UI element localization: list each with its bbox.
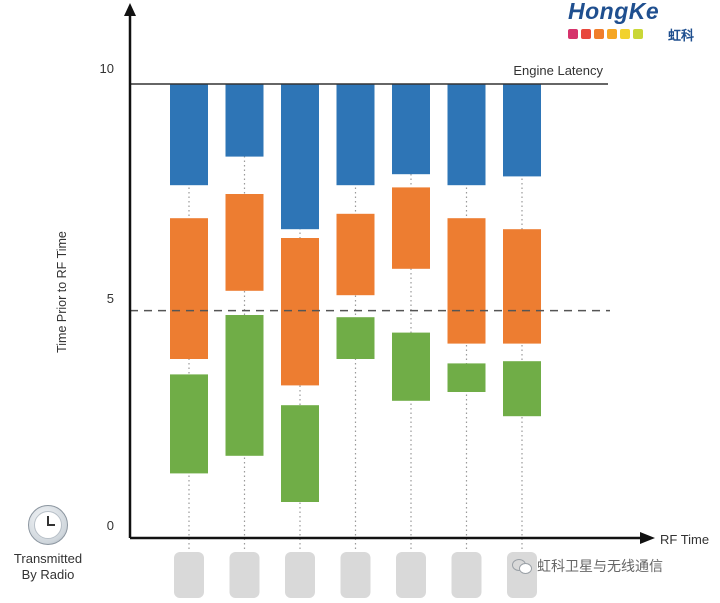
- footer-marker-2: [229, 552, 260, 598]
- x-axis-arrow-icon: [640, 532, 655, 544]
- wechat-icon: [512, 558, 532, 574]
- y-tick-label-0: 0: [107, 518, 114, 533]
- y-tick-label-5: 5: [107, 291, 114, 306]
- radio-label-line1: Transmitted: [13, 551, 83, 566]
- orange-bar-4: [336, 213, 375, 296]
- logo-squares: [568, 29, 643, 39]
- blue-bar-1: [170, 84, 208, 186]
- green-bar-7: [503, 361, 541, 417]
- green-bar-3: [281, 405, 319, 502]
- blue-bar-2: [225, 84, 264, 157]
- footer-marker-6: [451, 552, 482, 598]
- logo-square-2: [594, 29, 604, 39]
- orange-bar-5: [392, 187, 430, 269]
- blue-bar-6: [447, 84, 486, 186]
- footer-marker-1: [174, 552, 204, 598]
- footer-marker-4: [340, 552, 371, 598]
- orange-bar-3: [281, 238, 319, 386]
- y-axis-title: Time Prior to RF Time: [55, 231, 69, 353]
- orange-bar-7: [503, 229, 541, 344]
- orange-bar-2: [225, 194, 264, 291]
- logo-square-4: [620, 29, 630, 39]
- green-bar-6: [447, 363, 486, 392]
- footer-marker-3: [285, 552, 315, 598]
- hongke-logo: HongKe 虹科: [566, 0, 716, 44]
- transmitted-by-radio: Transmitted By Radio: [8, 505, 88, 583]
- radio-label: Transmitted By Radio: [8, 551, 88, 583]
- y-axis-arrow-icon: [124, 3, 136, 16]
- blue-bar-3: [281, 84, 319, 230]
- logo-square-3: [607, 29, 617, 39]
- logo-subtitle: 虹科: [668, 28, 695, 43]
- logo-square-0: [568, 29, 578, 39]
- blue-bar-5: [392, 84, 430, 175]
- orange-bar-6: [447, 218, 486, 344]
- orange-bar-1: [170, 218, 208, 359]
- radio-label-line2: By Radio: [21, 567, 75, 582]
- footer-markers: [174, 552, 537, 598]
- logo-text: HongKe: [568, 0, 660, 24]
- green-bar-1: [170, 374, 208, 474]
- logo-square-1: [581, 29, 591, 39]
- y-tick-label-10: 10: [100, 61, 114, 76]
- watermark-text: 虹科卫星与无线通信: [537, 558, 663, 574]
- watermark: 虹科卫星与无线通信: [512, 556, 663, 576]
- x-axis-title: RF Time: [660, 532, 709, 547]
- bars: [170, 84, 541, 502]
- blue-bar-4: [336, 84, 375, 186]
- footer-marker-5: [396, 552, 426, 598]
- green-bar-5: [392, 332, 430, 401]
- green-bar-4: [336, 317, 375, 359]
- engine-latency-label: Engine Latency: [513, 63, 603, 78]
- clock-icon: [28, 505, 68, 545]
- green-bar-2: [225, 315, 264, 456]
- logo-square-5: [633, 29, 643, 39]
- blue-bar-7: [503, 84, 541, 177]
